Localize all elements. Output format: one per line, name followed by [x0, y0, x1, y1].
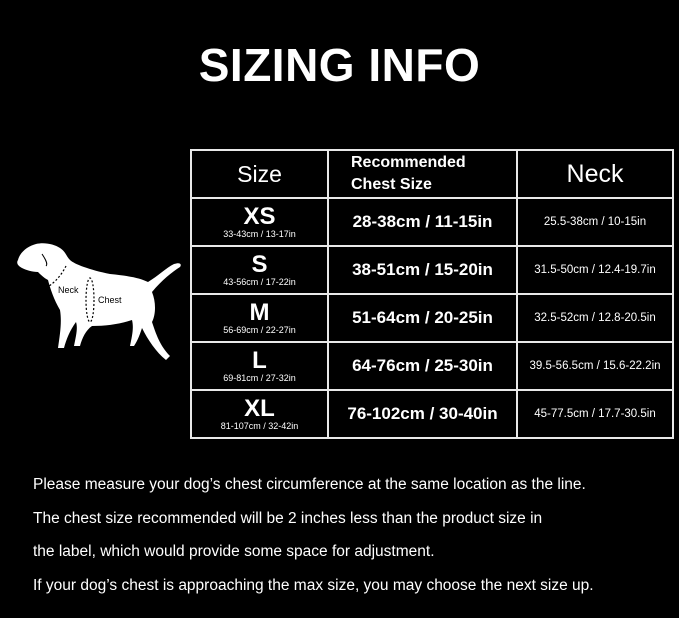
size-cell: M 56-69cm / 22-27in: [190, 293, 329, 343]
header-chest-line2: Chest Size: [351, 176, 432, 193]
product-size: 43-56cm / 17-22in: [223, 276, 296, 287]
header-size: Size: [190, 149, 329, 199]
neck-cell: 25.5-38cm / 10-15in: [516, 197, 674, 247]
header-neck: Neck: [516, 149, 674, 199]
sizing-table: Size Recommended Chest Size Neck XS 33-43c…: [190, 149, 674, 439]
neck-cell: 39.5-56.5cm / 15.6-22.2in: [516, 341, 674, 391]
product-size: 81-107cm / 32-42in: [220, 420, 299, 431]
header-chest: Recommended Chest Size: [327, 149, 518, 199]
table-row: M 56-69cm / 22-27in 51-64cm / 20-25in 32.…: [190, 293, 674, 343]
chest-cell: 64-76cm / 25-30in: [327, 341, 518, 391]
note-line: The chest size recommended will be 2 inc…: [33, 509, 543, 527]
note-line: If your dog’s chest is approaching the m…: [33, 576, 594, 594]
neck-cell: 31.5-50cm / 12.4-19.7in: [516, 245, 674, 295]
table-row: L 69-81cm / 27-32in 64-76cm / 25-30in 39.…: [190, 341, 674, 391]
note-line: Please measure your dog’s chest circumfe…: [33, 476, 586, 493]
product-size: 69-81cm / 27-32in: [223, 372, 296, 383]
note-line: the label, which would provide some spac…: [33, 543, 435, 560]
chest-cell: 51-64cm / 20-25in: [327, 293, 518, 343]
page-title: SIZING INFO: [198, 39, 481, 91]
neck-cell: 32.5-52cm / 12.8-20.5in: [516, 293, 674, 343]
table-header-row: Size Recommended Chest Size Neck: [190, 149, 674, 199]
size-cell: S 43-56cm / 17-22in: [190, 245, 329, 295]
size-cell: XS 33-43cm / 13-17in: [190, 197, 329, 247]
chest-cell: 76-102cm / 30-40in: [327, 389, 518, 439]
table-row: S 43-56cm / 17-22in 38-51cm / 15-20in 31.…: [190, 245, 674, 295]
dog-silhouette: [17, 243, 181, 360]
size-cell: XL 81-107cm / 32-42in: [190, 389, 329, 439]
chest-cell: 38-51cm / 15-20in: [327, 245, 518, 295]
header-chest-line1: Recommended: [351, 154, 466, 171]
size-label: L: [252, 346, 267, 374]
neck-cell: 45-77.5cm / 17.7-30.5in: [516, 389, 674, 439]
size-label: XS: [243, 202, 276, 230]
table-row: XS 33-43cm / 13-17in 28-38cm / 11-15in 25…: [190, 197, 674, 247]
size-label: XL: [244, 394, 275, 422]
dog-illustration: Neck Chest: [10, 230, 190, 385]
product-size: 56-69cm / 22-27in: [223, 324, 296, 335]
product-size: 33-43cm / 13-17in: [223, 228, 296, 239]
size-cell: L 69-81cm / 27-32in: [190, 341, 329, 391]
chest-label: Chest: [98, 295, 122, 305]
size-label: M: [249, 298, 270, 326]
chest-cell: 28-38cm / 11-15in: [327, 197, 518, 247]
measurement-notes: Please measure your dog’s chest circumfe…: [33, 468, 594, 602]
size-label: S: [251, 250, 268, 278]
table-row: XL 81-107cm / 32-42in 76-102cm / 30-40in …: [190, 389, 674, 439]
neck-label: Neck: [58, 285, 79, 295]
